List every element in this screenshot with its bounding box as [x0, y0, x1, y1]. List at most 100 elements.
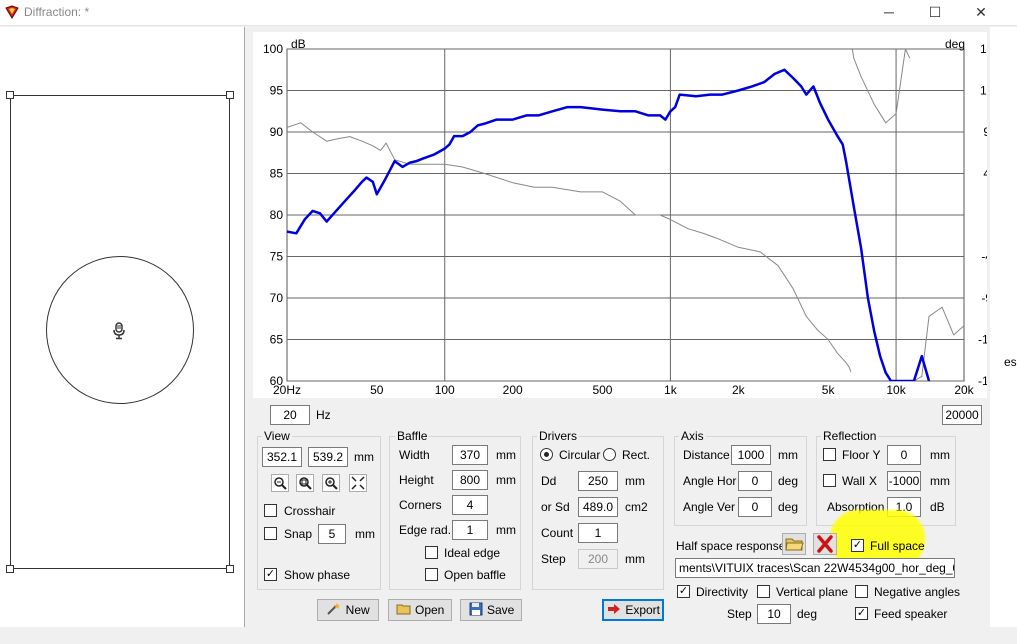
circular-radio[interactable]: [540, 448, 553, 461]
y2-tick-label: -135: [978, 333, 987, 347]
x-tick-label: 5k: [822, 383, 836, 397]
maximize-button[interactable]: ☐: [928, 4, 942, 20]
crosshair-label: Crosshair: [284, 504, 336, 518]
resize-handle[interactable]: [6, 91, 14, 99]
open-baffle-checkbox[interactable]: [425, 568, 438, 581]
half-space-label: Half space response: [676, 539, 786, 553]
pane-splitter[interactable]: [245, 27, 251, 627]
window-title: Diffraction: *: [24, 5, 90, 19]
view-height-field[interactable]: 539.2: [308, 447, 348, 467]
y-tick-label: 60: [270, 374, 284, 388]
view-width-field[interactable]: 352.1: [262, 447, 302, 467]
floor-unit: mm: [930, 448, 950, 462]
show-phase-checkbox[interactable]: ✓: [264, 568, 277, 581]
spl-series-line: [287, 68, 931, 381]
floor-checkbox[interactable]: [823, 448, 836, 461]
clipped-text: es: [1004, 355, 1017, 369]
baffle-outline[interactable]: [10, 95, 230, 569]
distance-label: Distance: [683, 448, 730, 462]
fmin-field[interactable]: 20: [270, 405, 310, 425]
wall-field[interactable]: -1000: [887, 471, 921, 491]
dd-label: Dd: [541, 474, 557, 488]
count-label: Count: [541, 526, 574, 540]
wall-unit: mm: [930, 474, 950, 488]
snap-checkbox[interactable]: [264, 527, 277, 540]
feed-speaker-checkbox[interactable]: ✓: [855, 607, 868, 620]
directivity-step-unit: deg: [797, 607, 818, 621]
corners-field[interactable]: 4: [452, 495, 488, 515]
axis-group: [674, 436, 807, 526]
zoom-area-icon[interactable]: [296, 474, 314, 492]
app-logo-icon: [5, 5, 19, 19]
fit-view-icon[interactable]: [349, 474, 367, 492]
zoom-in-icon[interactable]: [322, 474, 340, 492]
open-button[interactable]: Open: [388, 599, 452, 621]
negative-angles-checkbox[interactable]: [855, 585, 868, 598]
directivity-label: Directivity: [696, 585, 749, 599]
y-tick-label: 65: [270, 333, 284, 347]
y2-tick-label: -45: [981, 250, 987, 264]
snap-label: Snap: [284, 527, 313, 541]
close-button[interactable]: ✕: [975, 4, 987, 20]
wall-x-label: X: [869, 474, 878, 488]
reflection-group-title: Reflection: [821, 429, 879, 443]
crosshair-checkbox[interactable]: [264, 504, 277, 517]
folder-open-icon: [396, 604, 411, 615]
full-space-checkbox[interactable]: ✓: [851, 539, 864, 552]
baffle-height-unit: mm: [496, 473, 516, 487]
ideal-edge-label: Ideal edge: [444, 546, 501, 560]
x-tick-label: 100: [435, 383, 455, 397]
rect-radio[interactable]: [603, 448, 616, 461]
clear-button[interactable]: [813, 533, 837, 555]
phase-series-line: [287, 49, 964, 381]
angle-hor-field[interactable]: 0: [738, 471, 772, 491]
baffle-group: [389, 436, 521, 590]
minimize-button[interactable]: ─: [884, 4, 894, 20]
open-folder-button[interactable]: [782, 533, 806, 555]
resize-handle[interactable]: [226, 91, 234, 99]
y-tick-label: 95: [270, 84, 284, 98]
edge-radius-label: Edge rad.: [399, 523, 452, 537]
baffle-height-field[interactable]: 800: [452, 470, 488, 490]
floor-field[interactable]: 0: [887, 445, 921, 465]
open-baffle-label: Open baffle: [444, 568, 506, 582]
microphone-icon[interactable]: [112, 322, 126, 340]
angle-ver-field[interactable]: 0: [738, 497, 772, 517]
half-space-path-field[interactable]: ments\VITUIX traces\Scan 22W4534g00_hor_…: [675, 558, 955, 578]
baffle-height-label: Height: [399, 473, 434, 487]
wall-checkbox[interactable]: [823, 474, 836, 487]
floppy-disk-icon: [469, 602, 483, 616]
distance-field[interactable]: 1000: [731, 445, 771, 465]
directivity-step-field[interactable]: 10: [757, 604, 791, 624]
directivity-checkbox[interactable]: ✓: [677, 585, 690, 598]
vertical-plane-label: Vertical plane: [776, 585, 849, 599]
fmax-field[interactable]: 20000: [942, 405, 982, 425]
x-tick-label: 1k: [664, 383, 678, 397]
angle-ver-unit: deg: [778, 500, 799, 514]
baffle-width-field[interactable]: 370: [452, 445, 488, 465]
save-button[interactable]: Save: [460, 599, 522, 621]
ideal-edge-checkbox[interactable]: [425, 546, 438, 559]
y-tick-label: 70: [270, 291, 284, 305]
x-tick-label: 20k: [954, 383, 974, 397]
resize-handle[interactable]: [6, 565, 14, 573]
save-label: Save: [486, 603, 515, 617]
dd-field[interactable]: 250: [578, 471, 618, 491]
zoom-out-icon[interactable]: [271, 474, 289, 492]
folder-icon: [785, 538, 804, 551]
snap-field[interactable]: 5: [318, 524, 346, 544]
edge-radius-field[interactable]: 1: [452, 520, 488, 540]
sd-field[interactable]: 489.0: [578, 497, 618, 517]
y-tick-label: 85: [270, 167, 284, 181]
new-button[interactable]: New: [317, 599, 379, 621]
new-label: New: [345, 603, 370, 617]
driver-circle[interactable]: [46, 256, 194, 404]
baffle-view[interactable]: [0, 27, 245, 627]
resize-handle[interactable]: [226, 565, 234, 573]
count-field[interactable]: 1: [578, 523, 618, 543]
vertical-plane-checkbox[interactable]: [757, 585, 770, 598]
driver-step-field: 200: [578, 549, 618, 569]
export-button[interactable]: Export: [602, 599, 664, 621]
